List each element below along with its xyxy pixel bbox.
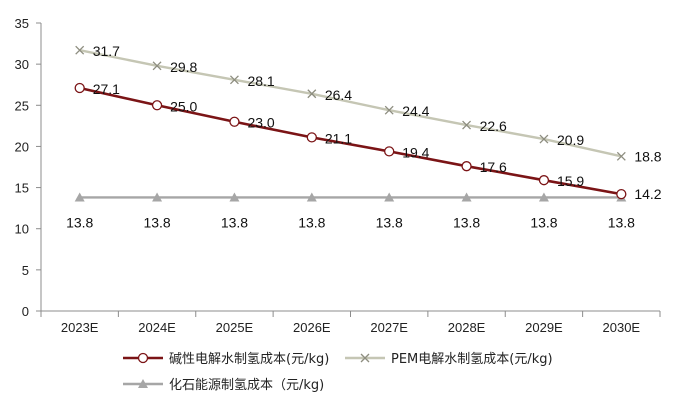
fossil-data-label: 13.8 xyxy=(453,214,480,230)
pem-marker-stroke xyxy=(229,75,239,85)
fossil-data-label: 13.8 xyxy=(608,214,635,230)
pem-marker-stroke xyxy=(307,89,317,99)
x-tick-label: 2025E xyxy=(216,320,254,335)
x-tick-label: 2024E xyxy=(138,320,176,335)
y-tick-label: 35 xyxy=(15,16,29,31)
fossil-marker xyxy=(74,192,85,202)
alkaline-data-label: 21.1 xyxy=(325,130,352,146)
y-tick-label: 30 xyxy=(15,57,29,72)
fossil-marker xyxy=(306,192,317,202)
pem-marker xyxy=(307,89,317,99)
alkaline-marker xyxy=(538,175,550,186)
x-tick-label: 2029E xyxy=(525,320,563,335)
pem-marker xyxy=(360,353,370,363)
data-labels: 27.1 25.0 23.0 21.1 19.4 17.6 15.9 14.2 31.7 29.8… xyxy=(66,43,662,230)
alkaline-marker xyxy=(306,132,317,143)
x-tick-label: 2030E xyxy=(603,320,641,335)
y-tick-label: 25 xyxy=(15,98,29,113)
y-tick-label: 10 xyxy=(15,222,29,237)
pem-marker xyxy=(152,61,162,71)
alkaline-data-label: 27.1 xyxy=(93,81,120,97)
pem-data-label: 24.4 xyxy=(402,103,429,119)
y-tick-label: 20 xyxy=(15,139,29,154)
alkaline-marker xyxy=(229,116,240,127)
fossil-data-label: 13.8 xyxy=(221,214,248,230)
pem-marker-stroke xyxy=(539,134,549,144)
pem-marker xyxy=(229,75,239,85)
alkaline-data-label: 17.6 xyxy=(480,159,507,175)
series-layer xyxy=(74,45,627,202)
alkaline-marker xyxy=(151,100,163,111)
pem-data-label: 20.9 xyxy=(557,132,584,148)
pem-data-label: 18.8 xyxy=(634,148,661,164)
legend-label: 碱性电解水制氢成本(元/kg) xyxy=(169,352,329,367)
x-tick-label: 2023E xyxy=(61,320,99,335)
pem-series-line xyxy=(79,48,622,158)
fossil-data-label: 13.8 xyxy=(66,214,93,230)
alkaline-marker xyxy=(616,189,627,200)
pem-marker-stroke xyxy=(384,105,394,115)
x-tick-label: 2028E xyxy=(448,320,486,335)
alkaline-data-label: 25.0 xyxy=(170,98,197,114)
pem-marker xyxy=(616,151,626,161)
alkaline-marker xyxy=(461,161,472,172)
fossil-marker xyxy=(461,192,472,202)
pem-marker-stroke xyxy=(152,61,162,71)
legend-item-pem: PEM电解水制氢成本(元/kg) xyxy=(345,352,553,367)
legend-label: PEM电解水制氢成本(元/kg) xyxy=(391,352,553,367)
alkaline-data-label: 19.4 xyxy=(402,144,429,160)
y-tick-label: 15 xyxy=(15,181,29,196)
legend-label: 化石能源制氢成本（元/kg) xyxy=(169,378,324,393)
legend: 碱性电解水制氢成本(元/kg) PEM电解水制氢成本(元/kg) 化石能源制氢成本（… xyxy=(123,352,553,393)
alkaline-marker xyxy=(137,352,149,364)
pem-data-label: 22.6 xyxy=(480,118,507,134)
fossil-marker xyxy=(384,192,395,202)
x-tick-label: 2026E xyxy=(293,320,331,335)
fossil-marker xyxy=(229,192,240,202)
pem-marker-stroke xyxy=(616,151,626,161)
pem-data-label: 26.4 xyxy=(325,87,352,103)
fossil-data-label: 13.8 xyxy=(376,214,403,230)
fossil-marker xyxy=(138,379,148,388)
alkaline-marker xyxy=(74,82,85,94)
pem-data-label: 28.1 xyxy=(247,73,274,89)
axes: 0 5 10 15 20 25 30 35 2023E 2024E 2025E 2026E 2027E 2… xyxy=(15,16,661,335)
fossil-marker xyxy=(152,192,163,202)
alkaline-data-label: 23.0 xyxy=(247,115,274,131)
pem-marker xyxy=(539,134,549,144)
legend-item-fossil: 化石能源制氢成本（元/kg) xyxy=(123,378,324,393)
pem-marker xyxy=(75,45,85,55)
alkaline-series-line xyxy=(79,86,622,196)
pem-marker-stroke xyxy=(360,353,370,363)
legend-item-alkaline: 碱性电解水制氢成本(元/kg) xyxy=(123,352,329,367)
pem-marker-stroke xyxy=(462,120,472,130)
pem-marker xyxy=(462,120,472,130)
alkaline-data-label: 15.9 xyxy=(557,173,584,189)
alkaline-data-label: 14.2 xyxy=(634,186,661,202)
fossil-data-label: 13.8 xyxy=(530,214,557,230)
y-tick-label: 0 xyxy=(22,304,29,319)
y-tick-label: 5 xyxy=(22,263,29,278)
alkaline-marker xyxy=(384,146,395,157)
pem-data-label: 31.7 xyxy=(93,43,120,59)
fossil-data-label: 13.8 xyxy=(298,214,325,230)
pem-marker xyxy=(384,105,394,115)
fossil-data-label: 13.8 xyxy=(143,214,170,230)
pem-data-label: 29.8 xyxy=(170,59,197,75)
pem-marker-stroke xyxy=(75,45,85,55)
fossil-marker xyxy=(538,192,549,202)
x-tick-label: 2027E xyxy=(370,320,408,335)
